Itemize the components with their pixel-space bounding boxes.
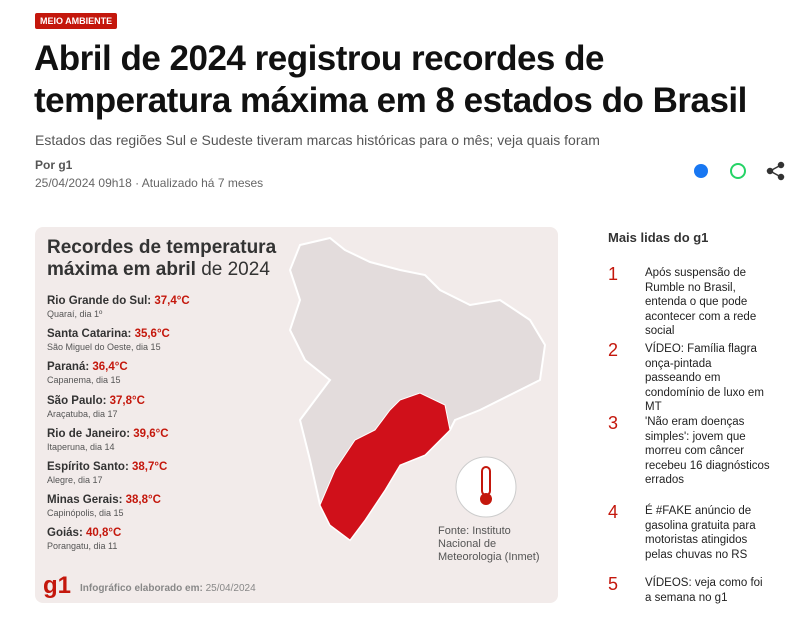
item-text[interactable]: VÍDEO: Família flagra onça-pintada passe… xyxy=(645,343,764,413)
facebook-icon[interactable] xyxy=(694,164,708,178)
record: Goiás: 40,8°C Porangatu, dia 11 xyxy=(47,527,121,551)
place: Alegre, dia 17 xyxy=(47,475,103,485)
item-text[interactable]: VÍDEOS: veja como foi a semana no g1 xyxy=(645,577,763,604)
record: Espírito Santo: 38,7°C Alegre, dia 17 xyxy=(47,461,167,485)
rank: 3 xyxy=(608,413,619,433)
rank: 1 xyxy=(608,264,619,284)
item-text[interactable]: É #FAKE anúncio de gasolina gratuita par… xyxy=(645,505,756,561)
temperature: 35,6°C xyxy=(134,328,170,341)
footer-date: 25/04/2024 xyxy=(205,583,256,594)
state: Espírito Santo: xyxy=(47,461,129,473)
state: Rio de Janeiro: xyxy=(47,427,131,440)
record: Paraná: 36,4°C Capanema, dia 15 xyxy=(47,361,128,385)
share-icons xyxy=(694,161,785,181)
source: Fonte: Instituto Nacional de Meteorologi… xyxy=(438,525,540,563)
date: 25/04/2024 09h18 · Atualizado há 7 meses xyxy=(35,176,264,190)
place: Itaperuna, dia 14 xyxy=(47,441,115,452)
whatsapp-icon[interactable] xyxy=(730,163,746,179)
title-regular: de 2024 xyxy=(201,259,270,280)
place: Araçatuba, dia 17 xyxy=(47,408,118,419)
record: Rio Grande do Sul: 37,4°C Quaraí, dia 1º xyxy=(47,295,190,319)
record: Rio de Janeiro: 39,6°C Itaperuna, dia 14 xyxy=(47,428,169,452)
record-line: Rio de Janeiro: 39,6°C xyxy=(47,428,169,440)
state: Goiás: xyxy=(47,527,83,540)
record-line: Minas Gerais: 38,8°C xyxy=(47,494,161,506)
title-bold: Recordes de temperatura máxima em abril xyxy=(47,237,277,280)
g1-logo: g1 xyxy=(43,572,72,599)
footer-label: Infográfico elaborado em: xyxy=(80,583,203,594)
temperature: 36,4°C xyxy=(92,361,128,374)
share-icon[interactable] xyxy=(766,161,785,181)
infographic: Recordes de temperatura máxima em abril … xyxy=(35,227,558,603)
map xyxy=(288,236,547,542)
record-line: São Paulo: 37,8°C xyxy=(47,395,145,407)
byline: Por g1 xyxy=(35,158,73,172)
item-text[interactable]: 'Não eram doenças simples': jovem que mo… xyxy=(645,416,770,486)
infographic-title: Recordes de temperatura máxima em abril … xyxy=(47,237,287,281)
state: São Paulo: xyxy=(47,394,107,407)
state: Paraná: xyxy=(47,361,90,374)
rank: 4 xyxy=(608,502,619,522)
section-badge[interactable]: MEIO AMBIENTE xyxy=(35,13,118,29)
place: Porangatu, dia 11 xyxy=(47,541,118,552)
temperature: 40,8°C xyxy=(86,527,122,540)
record-line: Santa Catarina: 35,6°C xyxy=(47,328,170,340)
state: Rio Grande do Sul: xyxy=(47,295,152,307)
rank: 2 xyxy=(608,340,619,360)
temperature: 38,8°C xyxy=(125,494,161,507)
place: Quaraí, dia 1º xyxy=(47,309,103,319)
record: Minas Gerais: 38,8°C Capinópolis, dia 15 xyxy=(47,494,161,518)
record-line: Paraná: 36,4°C xyxy=(47,361,128,373)
place: Capinópolis, dia 15 xyxy=(47,508,124,519)
record-line: Rio Grande do Sul: 37,4°C xyxy=(47,295,190,307)
temperature: 37,4°C xyxy=(154,295,190,307)
subtitle: Estados das regiões Sul e Sudeste tivera… xyxy=(35,132,600,148)
infographic-footer: Infográfico elaborado em: 25/04/2024 xyxy=(80,583,256,594)
record: São Paulo: 37,8°C Araçatuba, dia 17 xyxy=(47,395,145,419)
place: São Miguel do Oeste, dia 15 xyxy=(47,342,161,353)
headline: Abril de 2024 registrou recordes de temp… xyxy=(34,39,747,120)
state: Minas Gerais: xyxy=(47,494,123,507)
rank: 5 xyxy=(608,574,619,594)
temperature: 39,6°C xyxy=(133,427,169,440)
place: Capanema, dia 15 xyxy=(47,375,121,386)
temperature: 38,7°C xyxy=(131,461,168,473)
item-text[interactable]: Após suspensão de Rumble no Brasil, ente… xyxy=(645,267,757,337)
sidebar-title: Mais lidas do g1 xyxy=(608,230,709,245)
record: Santa Catarina: 35,6°C São Miguel do Oest… xyxy=(47,328,170,352)
temperature: 37,8°C xyxy=(109,394,145,407)
record-line: Espírito Santo: 38,7°C xyxy=(47,461,167,473)
state: Santa Catarina: xyxy=(47,328,132,341)
record-line: Goiás: 40,8°C xyxy=(47,527,121,539)
